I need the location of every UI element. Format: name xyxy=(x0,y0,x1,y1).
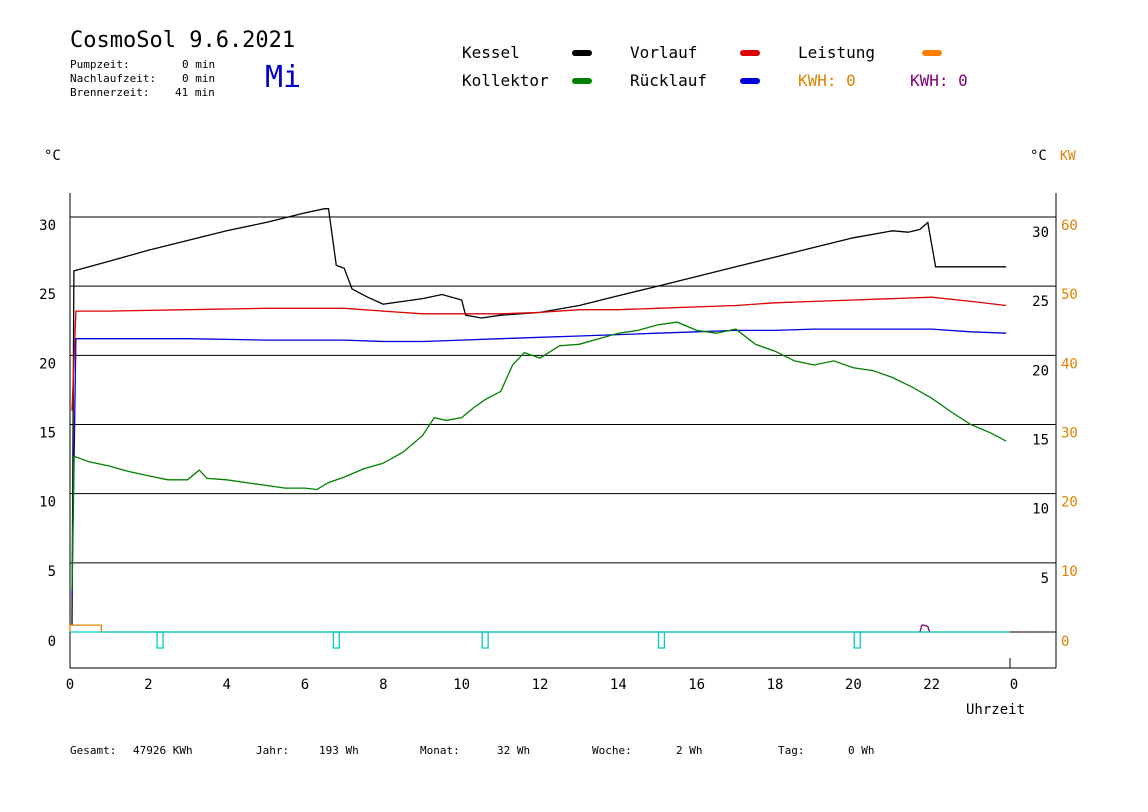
x-tick-label: 4 xyxy=(222,677,230,693)
legend-kessel-swatch xyxy=(572,50,592,56)
y-left-tick-label: 15 xyxy=(39,426,56,442)
x-tick-label: 18 xyxy=(767,677,784,693)
x-tick-label: 6 xyxy=(301,677,309,693)
x-tick-label: 20 xyxy=(845,677,862,693)
y-left-tick-label: 20 xyxy=(39,356,56,372)
legend-ruecklauf-label: Rücklauf xyxy=(630,71,708,90)
legend-kwh-orange: KWH: 0 xyxy=(798,71,856,90)
series-line-leistung xyxy=(69,624,1010,633)
pump-marker xyxy=(657,631,666,649)
y-right-unit: °C xyxy=(1030,148,1047,164)
series-line-vorlauf xyxy=(71,296,1007,411)
footer-monat-label: Monat: xyxy=(420,744,460,757)
stat-brennerzeit-label: Brennerzeit: xyxy=(70,86,150,99)
y-right2-tick-label: 10 xyxy=(1061,564,1078,580)
footer-monat-value: 32 Wh xyxy=(497,744,531,757)
legend-kessel-label: Kessel xyxy=(462,43,520,62)
legend-vorlauf-label: Vorlauf xyxy=(630,43,698,62)
weekday-label: Mi xyxy=(265,60,302,95)
y-right-tick-label: 20 xyxy=(1032,363,1049,379)
series-line-kollektor xyxy=(71,321,1007,591)
stat-brennerzeit-value: 41 min xyxy=(175,86,215,99)
x-axis-label: Uhrzeit xyxy=(966,702,1025,718)
y-left-tick-label: 0 xyxy=(48,634,56,650)
stat-pumpzeit-label: Pumpzeit: xyxy=(70,58,130,71)
series-line-kwh xyxy=(919,624,931,633)
pump-marker xyxy=(853,631,861,649)
x-tick-label: 22 xyxy=(923,677,940,693)
x-tick-label: 0 xyxy=(66,677,74,693)
y-left-tick-label: 5 xyxy=(48,564,56,580)
footer-woche-label: Woche: xyxy=(592,744,632,757)
footer-tag-label: Tag: xyxy=(778,744,805,757)
x-tick-label: 10 xyxy=(453,677,470,693)
stat-nachlaufzeit-label: Nachlaufzeit: xyxy=(70,72,157,85)
y-right2-tick-label: 30 xyxy=(1061,426,1078,442)
legend-leistung-label: Leistung xyxy=(798,43,876,62)
y-right2-tick-label: 60 xyxy=(1061,218,1078,234)
x-tick-label: 14 xyxy=(610,677,627,693)
footer-gesamt-value: 47926 KWh xyxy=(133,744,193,757)
y-right2-tick-label: 40 xyxy=(1061,356,1078,372)
pump-marker xyxy=(481,631,489,649)
footer-jahr-label: Jahr: xyxy=(256,744,290,757)
y-left-tick-label: 25 xyxy=(39,287,56,303)
x-tick-label: 8 xyxy=(379,677,387,693)
y-right2-unit: KW xyxy=(1060,149,1076,164)
y-right2-tick-label: 20 xyxy=(1061,495,1078,511)
x-tick-label: 12 xyxy=(532,677,549,693)
legend-kwh-purple: KWH: 0 xyxy=(910,71,968,90)
y-left-tick-label: 30 xyxy=(39,218,56,234)
series-line-kessel xyxy=(71,208,1007,626)
x-tick-label: 16 xyxy=(688,677,705,693)
y-right-tick-label: 25 xyxy=(1032,294,1049,310)
y-right-tick-label: 10 xyxy=(1032,502,1049,518)
y-right-tick-label: 15 xyxy=(1032,433,1049,449)
footer-tag-value: 0 Wh xyxy=(848,744,875,757)
stat-nachlaufzeit-value: 0 min xyxy=(182,72,216,85)
legend-ruecklauf-swatch xyxy=(740,78,760,84)
y-right-tick-label: 5 xyxy=(1041,571,1049,587)
legend-kollektor-swatch xyxy=(572,78,592,84)
x-tick-label: 2 xyxy=(144,677,152,693)
series-line-r-cklauf xyxy=(71,328,1007,598)
legend-leistung-swatch xyxy=(922,50,942,56)
footer-woche-value: 2 Wh xyxy=(676,744,703,757)
y-left-unit: °C xyxy=(44,148,61,164)
pump-marker xyxy=(332,631,340,649)
footer-jahr-value: 193 Wh xyxy=(319,744,359,757)
y-right2-tick-label: 50 xyxy=(1061,287,1078,303)
pump-marker xyxy=(156,631,164,649)
legend-vorlauf-swatch xyxy=(740,50,760,56)
y-left-tick-label: 10 xyxy=(39,495,56,511)
page-title: CosmoSol 9.6.2021 xyxy=(70,28,296,53)
y-right2-tick-label: 0 xyxy=(1061,634,1069,650)
footer-gesamt-label: Gesamt: xyxy=(70,744,117,757)
x-tick-label: 0 xyxy=(1010,677,1018,693)
legend-kollektor-label: Kollektor xyxy=(462,71,549,90)
stat-pumpzeit-value: 0 min xyxy=(182,58,216,71)
y-right-tick-label: 30 xyxy=(1032,225,1049,241)
